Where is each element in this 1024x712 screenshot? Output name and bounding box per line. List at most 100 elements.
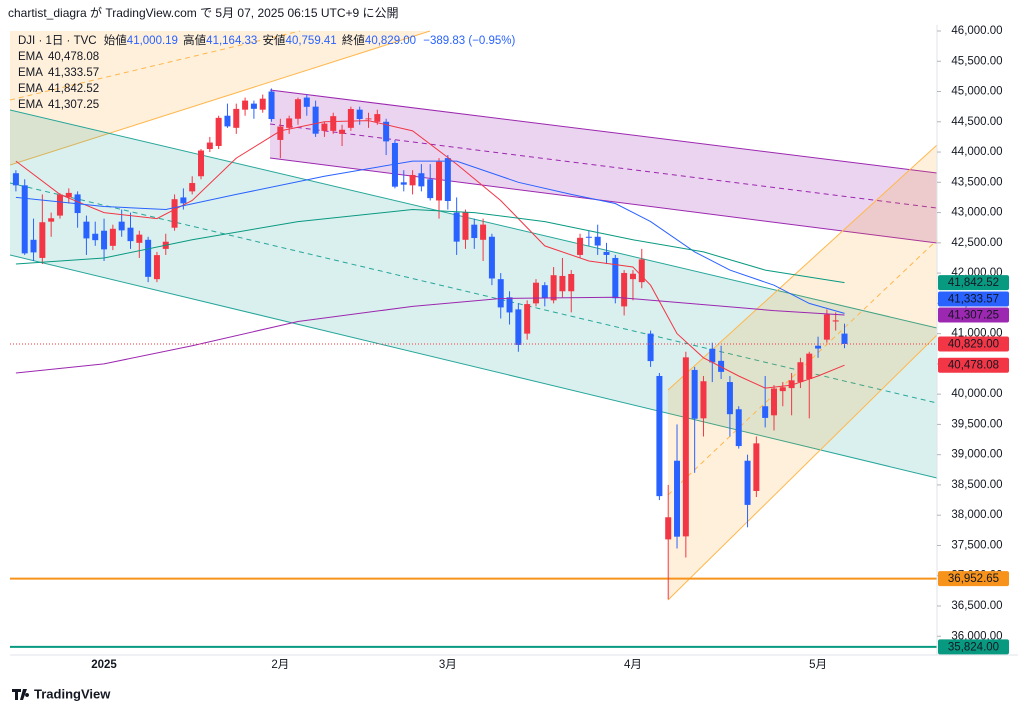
y-tick-label: 39,500.00	[951, 418, 1002, 430]
candle-body	[656, 375, 663, 497]
candle-body	[303, 97, 310, 107]
candle-body	[559, 275, 566, 292]
y-tick-label: 36,500.00	[951, 600, 1002, 612]
price-tag	[938, 639, 1009, 655]
candle-body	[612, 257, 619, 299]
candle-body	[594, 236, 601, 246]
y-tick-label: 36,000.00	[951, 630, 1002, 642]
candle-body	[268, 91, 275, 120]
candle-body	[180, 197, 187, 204]
candle-body	[92, 233, 99, 241]
candle-body	[21, 185, 28, 254]
y-tick-label: 44,000.00	[951, 146, 1002, 158]
candle-body	[621, 272, 628, 307]
y-tick-label: 43,000.00	[951, 207, 1002, 219]
y-tick-label: 39,000.00	[951, 449, 1002, 461]
candle-body	[136, 234, 143, 243]
candle-body	[427, 179, 434, 199]
label: 安値	[263, 33, 286, 47]
candle-body	[277, 126, 284, 140]
candle-body	[524, 304, 531, 334]
y-tick-label: 43,500.00	[951, 176, 1002, 188]
candle-body	[480, 224, 487, 240]
ema-line	[15, 208, 845, 284]
candle-body	[488, 236, 495, 279]
candle-body	[400, 182, 407, 185]
candle-body	[39, 222, 46, 258]
channel-line	[10, 254, 937, 479]
y-tick-label: 45,500.00	[951, 55, 1002, 67]
value: 41,164.33	[206, 35, 257, 47]
candle-body	[206, 142, 213, 150]
candle-body	[762, 406, 769, 418]
candle-body	[189, 183, 196, 192]
candle-body	[788, 380, 795, 389]
candle-body	[30, 239, 37, 253]
candle-body	[356, 109, 363, 119]
candle-body	[770, 388, 777, 416]
candle-body	[585, 236, 592, 238]
candle-body	[471, 224, 478, 239]
candle-body	[294, 99, 301, 119]
candle-body	[127, 227, 134, 242]
candle-body	[603, 251, 610, 255]
candle-body	[577, 237, 584, 255]
candle-body	[629, 273, 636, 280]
x-tick-label: 3月	[439, 659, 457, 671]
drawings	[10, 30, 937, 601]
candle-body	[691, 369, 698, 419]
candle-body	[541, 285, 548, 299]
price-tag	[938, 307, 1009, 323]
candle-body	[48, 218, 55, 222]
candle-body	[321, 123, 328, 131]
channel-line	[269, 89, 937, 174]
label: 始値	[104, 33, 127, 47]
candle-body	[815, 345, 822, 349]
candle-body	[726, 382, 733, 415]
candle-body	[365, 118, 372, 120]
ema-line	[15, 296, 845, 374]
candle-body	[198, 150, 205, 177]
candle-body	[638, 259, 645, 283]
channel-line	[10, 30, 431, 166]
marks	[10, 88, 937, 648]
candle-body	[224, 115, 231, 127]
y-tick-label: 38,500.00	[951, 479, 1002, 491]
price-tag	[938, 571, 1009, 587]
candle-body	[550, 275, 557, 301]
candle-body	[647, 333, 654, 362]
candle-body	[497, 279, 504, 308]
candle-body	[259, 98, 266, 110]
candle-body	[506, 297, 513, 313]
candle-body	[118, 221, 125, 231]
candle-body	[753, 443, 760, 491]
candle-body	[832, 320, 839, 322]
candle-body	[823, 314, 830, 340]
y-tick-label: 46,000.00	[951, 25, 1002, 37]
candle-body	[709, 348, 716, 363]
candle-body	[779, 387, 786, 392]
candle-body	[665, 517, 672, 540]
x-tick-label: 4月	[624, 659, 642, 671]
candle-body	[347, 109, 354, 128]
y-tick-label: 37,500.00	[951, 539, 1002, 551]
brand-logo	[12, 689, 30, 700]
label: 高値	[183, 33, 206, 47]
candle-body	[532, 282, 539, 304]
candle-body	[242, 100, 249, 110]
legend-name: EMA	[18, 51, 43, 63]
candle-body	[797, 362, 804, 383]
price-tag-label: 41,333.57	[948, 294, 999, 306]
price-tag-label: 36,952.65	[948, 573, 999, 585]
candle-body	[841, 333, 848, 344]
legend-name: EMA	[18, 99, 43, 111]
candle-body	[568, 273, 575, 292]
x-tick-label: 2月	[271, 659, 289, 671]
candle-body	[56, 194, 63, 216]
legend-value: 41,842.52	[48, 83, 99, 95]
candle-body	[233, 108, 240, 128]
legend-name: EMA	[18, 67, 43, 79]
candle-body	[171, 199, 178, 228]
price-tag-label: 41,307.25	[948, 310, 999, 322]
